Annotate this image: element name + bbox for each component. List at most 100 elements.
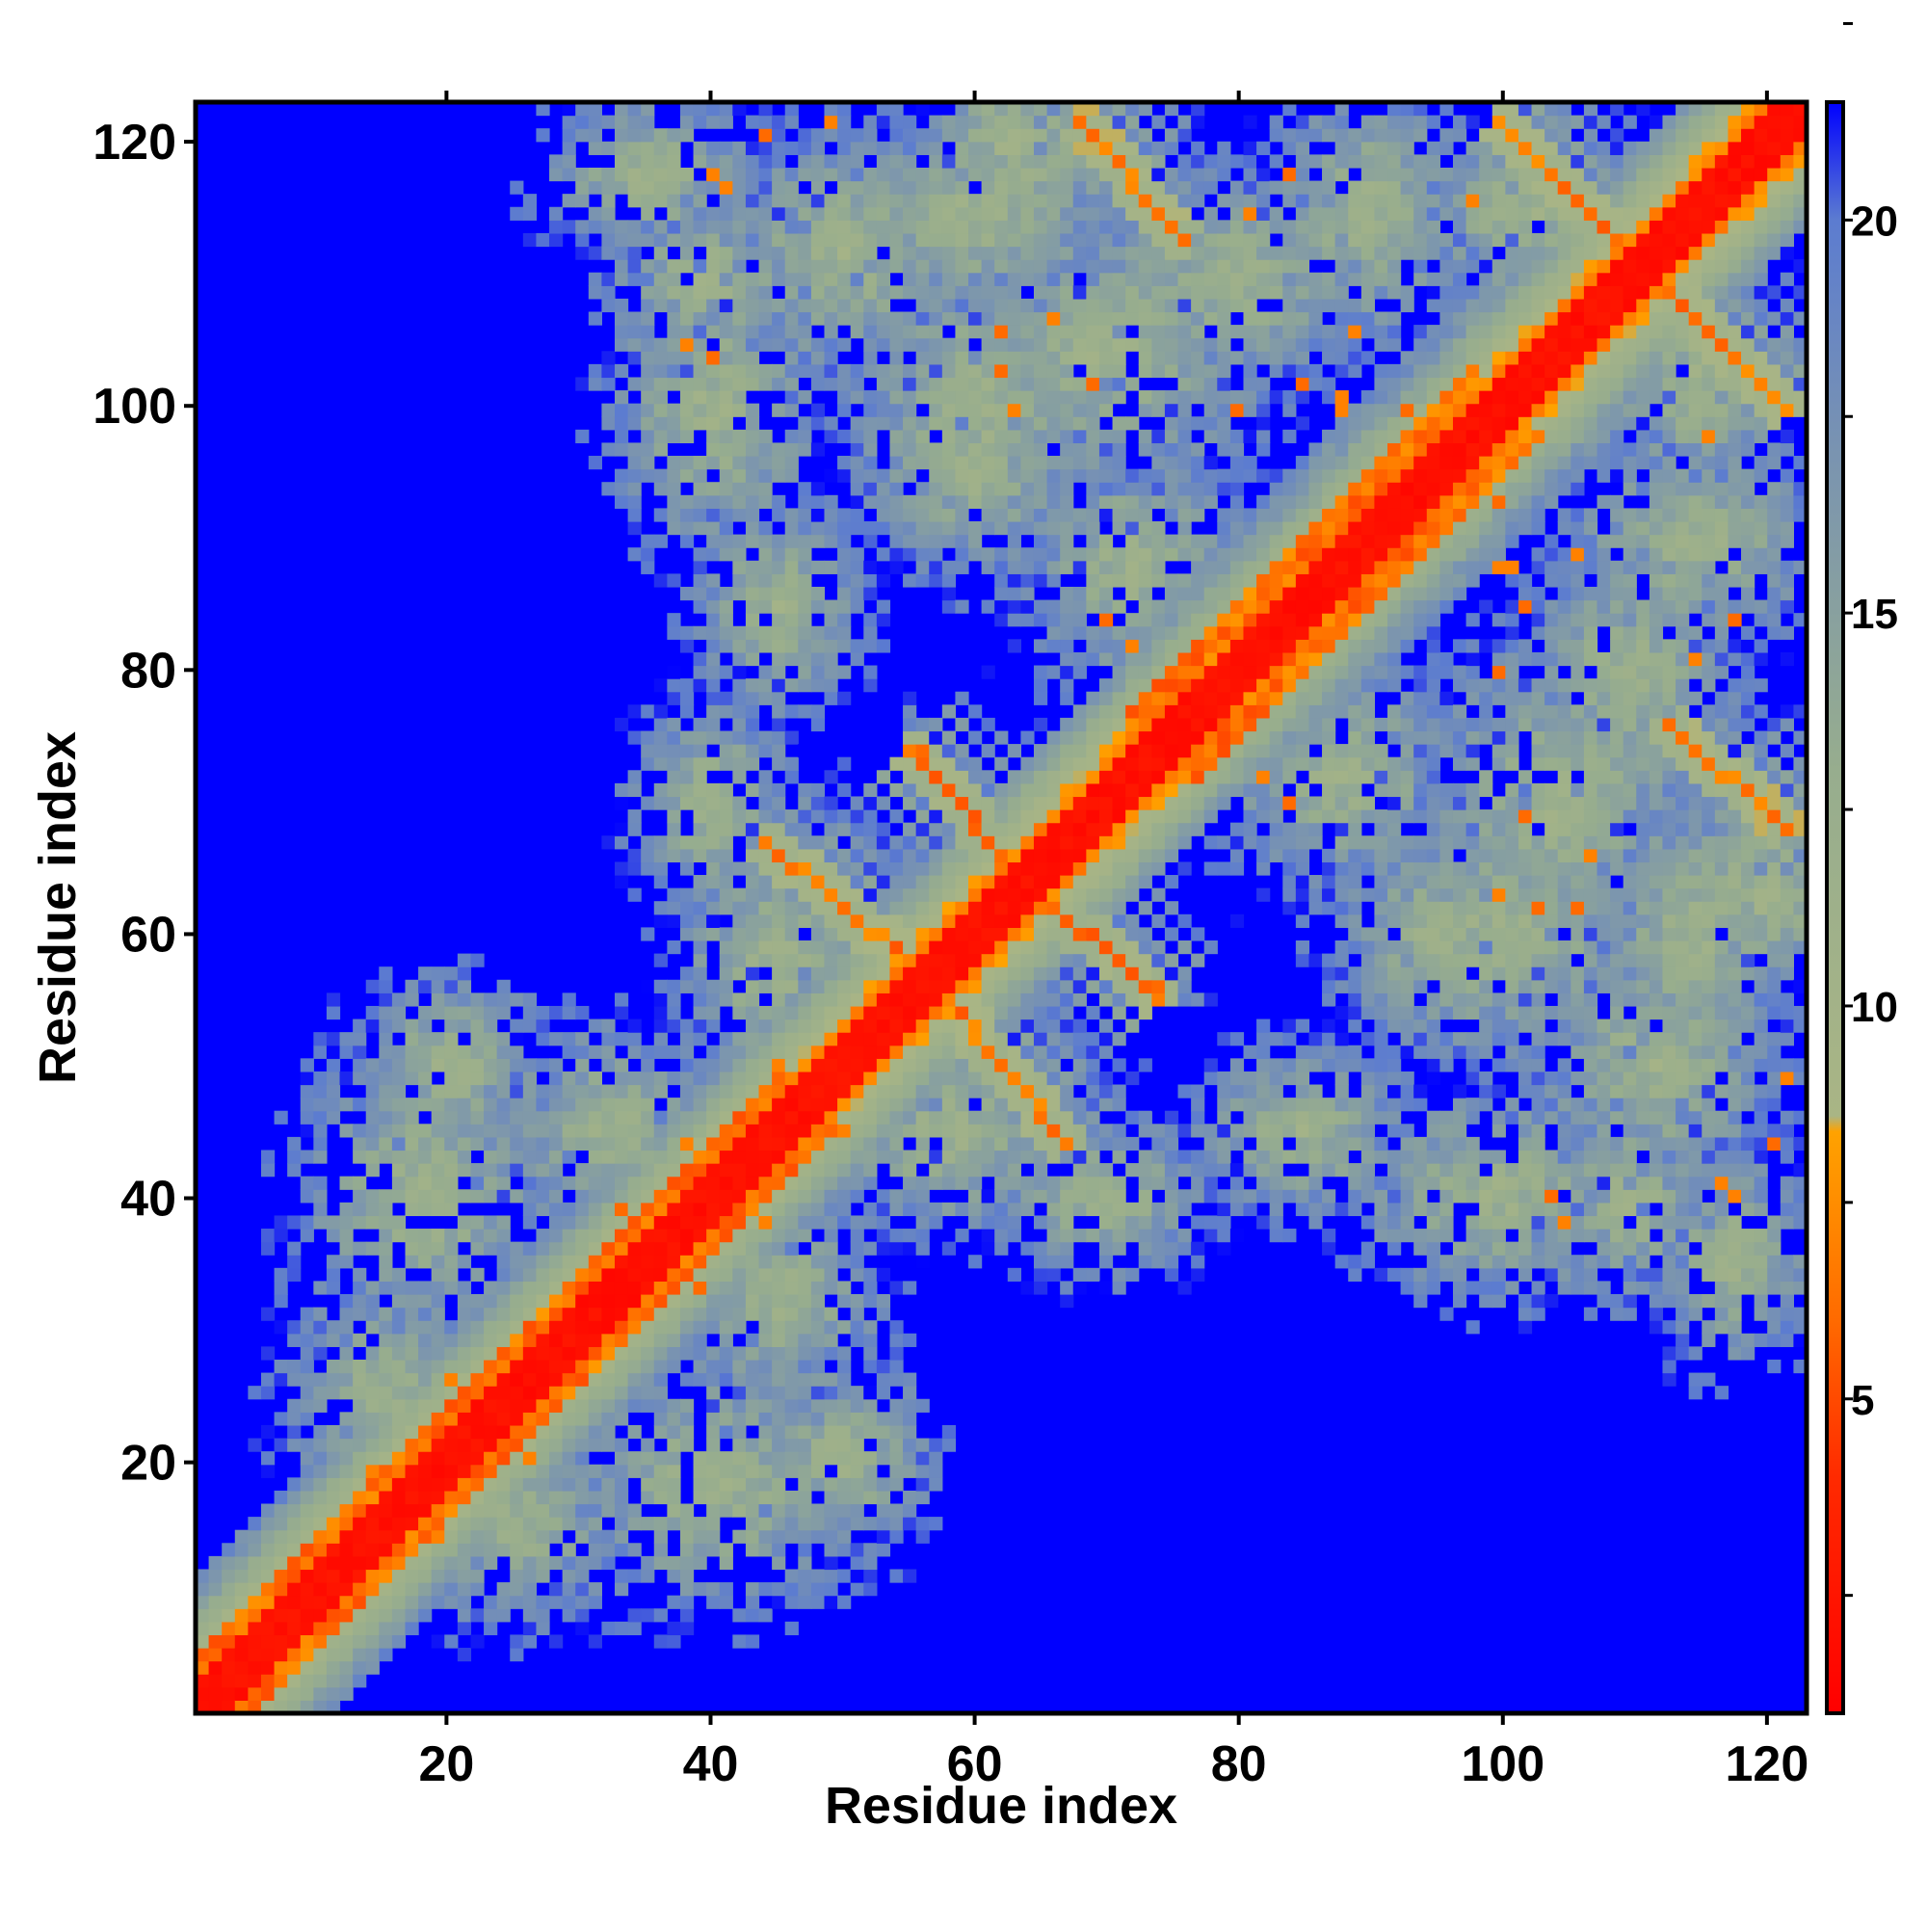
heatmap-cell (810, 782, 826, 798)
heatmap-cell (850, 494, 864, 509)
heatmap-cell (444, 1424, 459, 1440)
heatmap-cell (1164, 456, 1179, 470)
heatmap-cell (968, 494, 983, 509)
heatmap-cell (300, 1215, 314, 1230)
heatmap-cell (994, 547, 1009, 562)
heatmap-cell (1072, 377, 1087, 391)
heatmap-cell (837, 1543, 852, 1557)
heatmap-cell (405, 1110, 419, 1125)
heatmap-cell (391, 1124, 407, 1138)
heatmap-cell (784, 1320, 799, 1335)
heatmap-cell (1151, 639, 1166, 653)
heatmap-cell (758, 1372, 773, 1387)
heatmap-cell (693, 102, 707, 117)
heatmap-cell (968, 1110, 983, 1125)
heatmap-cell (248, 1582, 262, 1597)
heatmap-cell (1060, 1098, 1074, 1112)
heatmap-cell (1164, 325, 1179, 339)
heatmap-cell (562, 1110, 576, 1125)
heatmap-cell (903, 966, 917, 981)
heatmap-cell (903, 1569, 917, 1583)
heatmap-cell (810, 1529, 826, 1544)
heatmap-cell (810, 913, 826, 928)
heatmap-cell (627, 1267, 642, 1283)
heatmap-cell (745, 311, 760, 326)
heatmap-cell (889, 1071, 904, 1086)
heatmap-cell (1151, 573, 1166, 588)
heatmap-cell (1033, 494, 1048, 509)
heatmap-cell (1007, 390, 1021, 405)
heatmap-cell (627, 1163, 642, 1178)
heatmap-cell (706, 809, 721, 824)
heatmap-cell (1151, 403, 1166, 417)
heatmap-cell (588, 1255, 602, 1269)
heatmap-cell (510, 1648, 524, 1662)
heatmap-cell (588, 1543, 602, 1557)
heatmap-cell (1033, 966, 1048, 981)
heatmap-cell (444, 1543, 459, 1557)
heatmap-cell (365, 1503, 380, 1518)
heatmap-cell (405, 1555, 419, 1571)
heatmap-cell (641, 1386, 655, 1400)
heatmap-cell (758, 573, 773, 588)
heatmap-cell (1020, 1189, 1035, 1204)
heatmap-cell (876, 1490, 891, 1505)
heatmap-cell (1138, 1229, 1152, 1243)
heatmap-cell (915, 1398, 930, 1413)
heatmap-cell (772, 1019, 786, 1033)
heatmap-cell (876, 1110, 891, 1125)
heatmap-cell (522, 1333, 538, 1347)
heatmap-cell (470, 992, 485, 1007)
heatmap-cell (981, 180, 995, 195)
heatmap-cell (339, 1294, 354, 1309)
heatmap-cell (915, 1241, 930, 1256)
heatmap-cell (1086, 128, 1100, 143)
heatmap-cell (627, 730, 642, 745)
heatmap-cell (627, 1110, 642, 1125)
heatmap-cell (457, 1229, 472, 1243)
heatmap-cell (929, 128, 943, 143)
heatmap-cell (575, 1569, 590, 1583)
heatmap-cell (719, 756, 733, 771)
heatmap-cell (1060, 1241, 1074, 1256)
heatmap-cell (601, 180, 616, 195)
heatmap-cell (810, 1163, 826, 1178)
heatmap-cell (496, 1346, 511, 1361)
heatmap-cell (1072, 102, 1087, 117)
heatmap-cell (745, 1634, 760, 1649)
heatmap-cell (745, 599, 760, 614)
heatmap-cell (339, 1333, 354, 1347)
heatmap-cell (784, 940, 799, 955)
heatmap-cell (758, 1398, 773, 1413)
heatmap-cell (810, 940, 826, 955)
heatmap-cell (994, 377, 1009, 391)
heatmap-cell (1046, 1202, 1061, 1217)
heatmap-cell (719, 1229, 733, 1243)
heatmap-cell (772, 1189, 786, 1204)
heatmap-cell (667, 992, 681, 1007)
heatmap-cell (968, 456, 983, 470)
heatmap-cell (536, 1320, 550, 1335)
heatmap-cell (667, 128, 681, 143)
heatmap-cell (784, 901, 799, 915)
heatmap-cell (863, 1071, 878, 1086)
heatmap-cell (968, 259, 983, 274)
heatmap-cell (536, 1569, 550, 1583)
heatmap-cell (1164, 141, 1179, 155)
heatmap-cell (1060, 128, 1074, 143)
heatmap-cell (627, 220, 642, 234)
heatmap-cell (484, 1136, 498, 1151)
heatmap-cell (379, 1569, 393, 1583)
heatmap-cell (588, 246, 602, 260)
heatmap-cell (339, 1229, 354, 1243)
heatmap-cell (196, 1569, 210, 1583)
heatmap-cell (1138, 966, 1152, 981)
heatmap-cell (522, 1281, 538, 1295)
heatmap-cell (784, 1595, 799, 1609)
heatmap-cell (903, 1333, 917, 1347)
heatmap-cell (876, 363, 891, 379)
heatmap-cell (719, 534, 733, 548)
heatmap-cell (1086, 770, 1100, 784)
heatmap-cell (745, 927, 760, 941)
heatmap-cell (915, 232, 930, 248)
